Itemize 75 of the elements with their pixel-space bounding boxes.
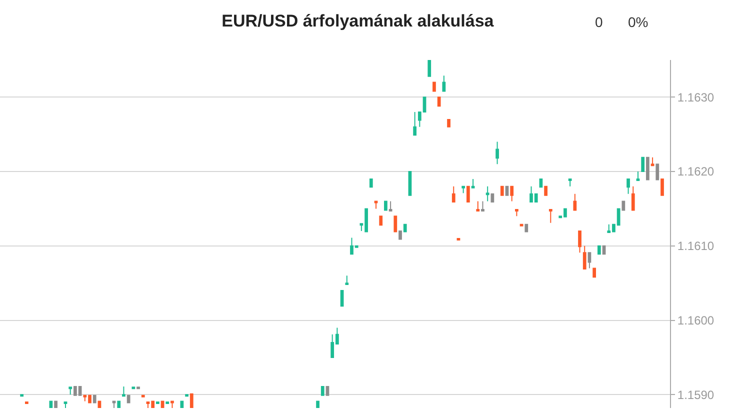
candlestick: [646, 156, 650, 180]
candlestick: [481, 200, 484, 212]
candlestick: [592, 268, 596, 278]
candlestick: [20, 394, 24, 397]
candlestick: [466, 186, 470, 203]
candlestick: [486, 186, 490, 202]
candlestick: [660, 178, 664, 196]
candlestick: [180, 400, 184, 408]
candlestick: [374, 200, 378, 210]
candlestick: [524, 224, 528, 232]
candlestick: [641, 156, 645, 172]
candlestick: [379, 216, 383, 226]
candlestick: [92, 394, 96, 404]
candlestick: [490, 193, 494, 203]
candlestick: [582, 245, 586, 270]
candlestick: [568, 178, 572, 187]
candlestick: [548, 208, 552, 224]
candlestick: [510, 186, 514, 202]
candlestick: [384, 200, 388, 211]
candlestick: [631, 186, 635, 211]
candlestick: [320, 386, 324, 396]
candlestick: [413, 112, 416, 136]
candlestick: [573, 193, 577, 211]
candlestick: [117, 400, 121, 408]
y-tick-label: 1.1590: [677, 388, 714, 402]
candlestick: [24, 402, 28, 404]
candlestick: [656, 164, 660, 180]
candlestick: [136, 386, 140, 390]
candlestick: [578, 230, 582, 254]
candlestick: [650, 156, 654, 166]
y-tick-label: 1.1630: [677, 90, 714, 104]
candlestick: [112, 400, 116, 408]
candlestick: [428, 60, 432, 77]
candlestick: [316, 400, 320, 408]
candlestick: [432, 82, 436, 92]
candlestick: [122, 386, 126, 397]
candlestick: [447, 118, 450, 128]
candlestick: [496, 141, 499, 165]
candlestick: [500, 186, 504, 196]
candlestick: [437, 96, 441, 107]
candlestick: [597, 245, 601, 255]
chart-title: EUR/USD árfolyamának alakulása: [222, 11, 494, 30]
y-tick-label: 1.1610: [677, 239, 714, 254]
candlestick: [64, 402, 68, 408]
candlestick: [471, 178, 475, 188]
y-tick-label: 1.1620: [677, 164, 714, 179]
candlestick: [515, 208, 518, 217]
candlestick: [442, 75, 446, 92]
candlestick: [156, 402, 160, 404]
candlestick: [588, 252, 592, 269]
candlestick: [476, 200, 480, 212]
candlestick: [166, 402, 170, 404]
candlestick: [398, 230, 402, 240]
candlestick: [626, 178, 630, 194]
candlestick: [544, 186, 548, 196]
candlestick: [132, 386, 136, 390]
candlestick: [68, 386, 72, 396]
candlestick: [141, 394, 145, 398]
candlestick: [403, 224, 407, 232]
candlestick: [394, 216, 398, 232]
candlestick: [170, 400, 174, 408]
candlestick: [190, 393, 194, 408]
candlestick: [452, 186, 456, 203]
text: 0: [595, 14, 603, 30]
candlestick: [185, 394, 188, 397]
candlestick: [622, 200, 626, 211]
candlestick: [369, 178, 373, 188]
candlestick: [636, 171, 640, 181]
candlestick: [126, 394, 130, 404]
candlestick: [345, 275, 349, 286]
text: 0%: [628, 14, 648, 30]
y-tick-label: 1.1600: [677, 313, 714, 328]
candlestick: [388, 200, 392, 212]
candlestick: [54, 400, 58, 408]
candlestick: [462, 186, 466, 194]
